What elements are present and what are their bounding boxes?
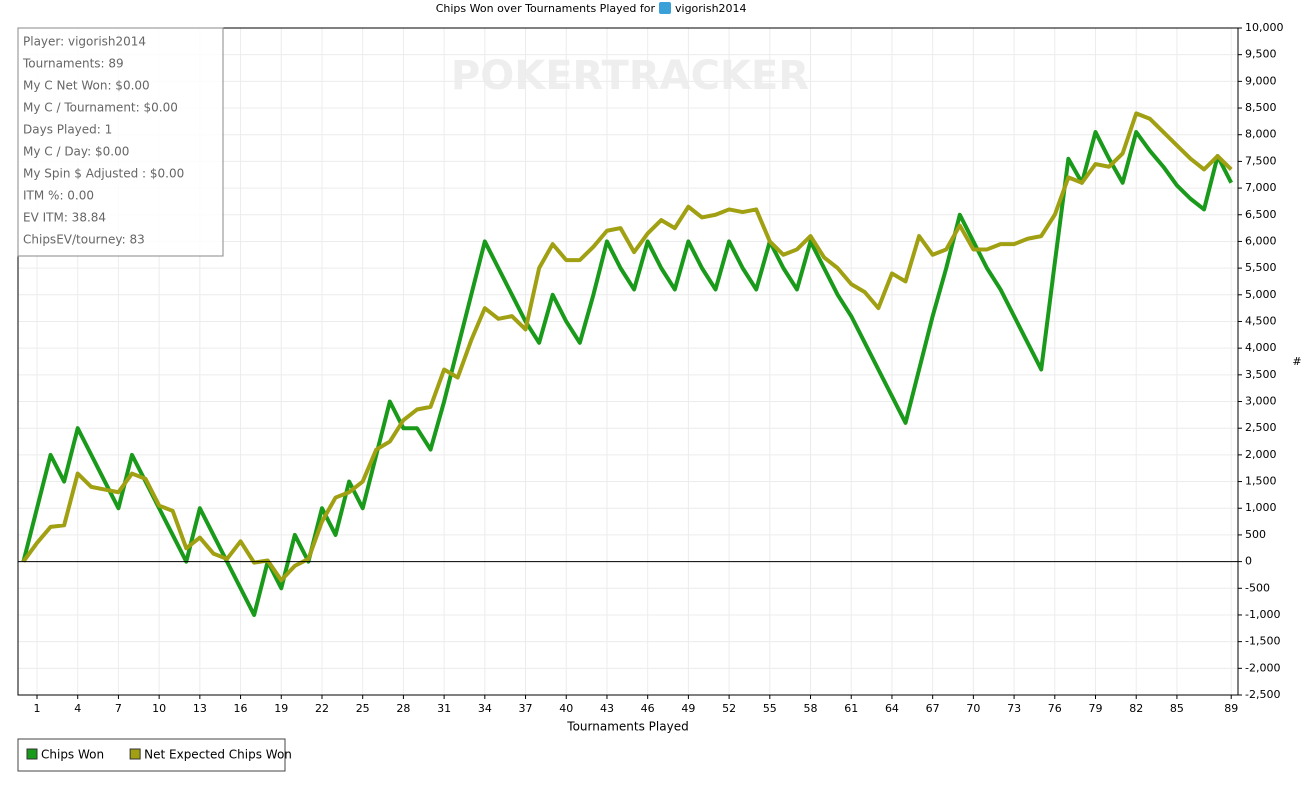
x-axis-label: Tournaments Played — [566, 720, 688, 734]
x-tick-label: 13 — [193, 702, 207, 715]
x-tick-label: 55 — [763, 702, 777, 715]
y-tick-label: 1,000 — [1245, 501, 1277, 514]
player-icon — [659, 2, 671, 14]
x-tick-label: 22 — [315, 702, 329, 715]
x-tick-label: 67 — [926, 702, 940, 715]
plot-frame — [17, 27, 1239, 696]
y-tick-label: 6,500 — [1245, 208, 1277, 221]
legend-swatch — [129, 748, 141, 760]
x-tick-label: 40 — [559, 702, 573, 715]
x-tick-label: 70 — [966, 702, 980, 715]
x-tick-label: 61 — [844, 702, 858, 715]
x-tick-label: 28 — [396, 702, 410, 715]
x-tick-label: 73 — [1007, 702, 1021, 715]
x-tick-label: 4 — [74, 702, 81, 715]
y-tick-label: 1,500 — [1245, 475, 1277, 488]
x-tick-label: 25 — [356, 702, 370, 715]
chart-title-user: vigorish2014 — [675, 2, 747, 15]
y-tick-label: 3,500 — [1245, 368, 1277, 381]
stat-line: Tournaments: 89 — [22, 57, 124, 71]
y-tick-label: 9,000 — [1245, 74, 1277, 87]
stat-line: My C Net Won: $0.00 — [23, 79, 150, 93]
watermark: POKERTRACKER — [451, 53, 809, 99]
y-tick-label: 9,500 — [1245, 48, 1277, 61]
y-tick-label: 4,000 — [1245, 341, 1277, 354]
stat-line: ChipsEV/tourney: 83 — [23, 233, 145, 247]
legend-label: Net Expected Chips Won — [144, 748, 292, 762]
stat-line: My C / Day: $0.00 — [23, 145, 129, 159]
stat-line: My C / Tournament: $0.00 — [23, 101, 178, 115]
y-tick-label: 7,500 — [1245, 154, 1277, 167]
x-tick-label: 79 — [1089, 702, 1103, 715]
stat-line: My Spin $ Adjusted : $0.00 — [23, 167, 184, 181]
x-tick-label: 49 — [681, 702, 695, 715]
stat-line: EV ITM: 38.84 — [23, 211, 106, 225]
x-tick-label: 19 — [274, 702, 288, 715]
x-tick-label: 10 — [152, 702, 166, 715]
y-tick-label: 5,500 — [1245, 261, 1277, 274]
y-tick-label: 2,000 — [1245, 448, 1277, 461]
y-tick-label: 6,000 — [1245, 234, 1277, 247]
y-tick-label: 2,500 — [1245, 421, 1277, 434]
chart-title: Chips Won over Tournaments Played for — [436, 2, 656, 15]
x-tick-label: 16 — [234, 702, 248, 715]
y-tick-label: -1,500 — [1245, 635, 1280, 648]
y-tick-label: 5,000 — [1245, 288, 1277, 301]
x-tick-label: 85 — [1170, 702, 1184, 715]
x-tick-label: 1 — [33, 702, 40, 715]
y-tick-label: 7,000 — [1245, 181, 1277, 194]
stat-line: Player: vigorish2014 — [23, 35, 146, 49]
x-tick-label: 34 — [478, 702, 492, 715]
series-line — [21, 111, 1233, 583]
x-tick-label: 52 — [722, 702, 736, 715]
y-tick-label: -2,500 — [1245, 688, 1280, 701]
y-tick-label: 3,000 — [1245, 395, 1277, 408]
legend — [17, 738, 286, 772]
y-tick-label: 4,500 — [1245, 314, 1277, 327]
x-tick-label: 7 — [115, 702, 122, 715]
legend-label: Chips Won — [41, 748, 104, 762]
x-tick-label: 46 — [641, 702, 655, 715]
x-tick-label: 82 — [1129, 702, 1143, 715]
stats-box — [17, 27, 224, 257]
y-tick-label: 0 — [1245, 555, 1252, 568]
y-tick-label: 500 — [1245, 528, 1266, 541]
x-tick-label: 64 — [885, 702, 899, 715]
y-tick-label: 10,000 — [1245, 21, 1284, 34]
y-tick-label: 8,000 — [1245, 128, 1277, 141]
stat-line: Days Played: 1 — [23, 123, 112, 137]
x-tick-label: 37 — [519, 702, 533, 715]
y-tick-label: -2,000 — [1245, 661, 1280, 674]
x-tick-label: 76 — [1048, 702, 1062, 715]
y-tick-label: -500 — [1245, 581, 1270, 594]
legend-swatch — [26, 748, 38, 760]
y-axis-label: # — [1292, 355, 1301, 368]
x-tick-label: 89 — [1224, 702, 1238, 715]
y-tick-label: -1,000 — [1245, 608, 1280, 621]
x-tick-label: 58 — [804, 702, 818, 715]
x-tick-label: 31 — [437, 702, 451, 715]
x-tick-label: 43 — [600, 702, 614, 715]
y-tick-label: 8,500 — [1245, 101, 1277, 114]
stat-line: ITM %: 0.00 — [23, 189, 94, 203]
